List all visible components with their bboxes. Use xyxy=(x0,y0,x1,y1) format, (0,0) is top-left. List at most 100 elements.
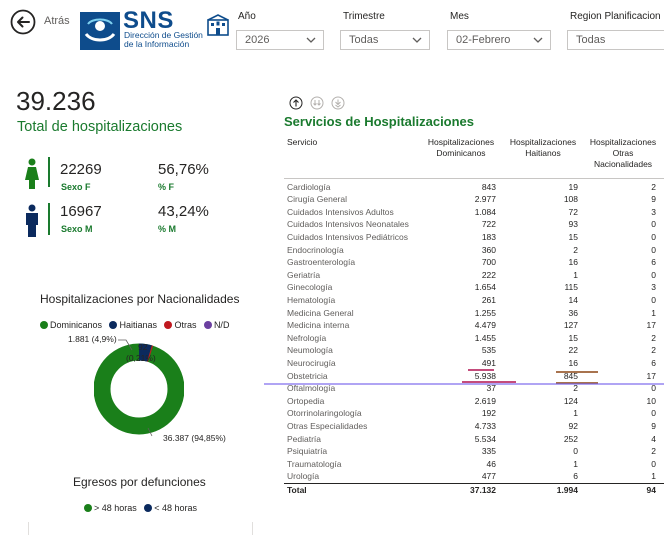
back-arrow-icon[interactable] xyxy=(10,9,36,35)
cell-dominicanos: 37 xyxy=(486,383,496,394)
cell-otras: 9 xyxy=(651,194,656,205)
table-row[interactable]: Medicina interna 4.479 127 17 xyxy=(284,319,664,332)
column-header-otras[interactable]: Hospitalizaciones Otras Nacionalidades xyxy=(589,137,657,169)
table-row[interactable]: Neurocirugía 491 16 6 xyxy=(284,357,664,370)
cell-servicio: Medicina interna xyxy=(287,320,350,331)
table-row[interactable]: Cardiología 843 19 2 xyxy=(284,181,664,194)
cell-servicio: Psiquiatría xyxy=(287,446,328,457)
drill-down-icon[interactable] xyxy=(310,96,324,110)
cell-haitianos: 16 xyxy=(568,257,578,268)
table-row[interactable]: Psiquiatría 335 0 2 xyxy=(284,445,664,458)
table-row[interactable]: Urología 477 6 1 xyxy=(284,470,664,483)
table-row[interactable]: Neumología 535 22 2 xyxy=(284,344,664,357)
cell-dominicanos: 1.455 xyxy=(474,332,496,343)
table-row[interactable]: Cuidados Intensivos Adultos 1.084 72 3 xyxy=(284,206,664,219)
cell-haitianos: 252 xyxy=(563,433,578,444)
chevron-down-icon xyxy=(533,37,543,43)
table-row[interactable]: Ginecología 1.654 115 3 xyxy=(284,281,664,294)
female-percent: 56,76% xyxy=(158,161,209,178)
table-row[interactable]: Ortopedia 2.619 124 10 xyxy=(284,395,664,408)
table-row[interactable]: Nefrología 1.455 15 2 xyxy=(284,332,664,345)
legend-item[interactable]: Haitianas xyxy=(109,320,157,330)
back-label[interactable]: Atrás xyxy=(44,15,70,27)
cell-servicio: Endocrinología xyxy=(287,244,344,255)
table-title: Servicios de Hospitalizaciones xyxy=(284,114,475,129)
cell-servicio: Nefrología xyxy=(287,332,327,343)
cell-otras: 17 xyxy=(646,370,656,381)
cell-servicio: Geriatría xyxy=(287,269,321,280)
cell-servicio: Cuidados Intensivos Pediátricos xyxy=(287,231,408,242)
table-row[interactable]: Pediatría 5.534 252 4 xyxy=(284,433,664,446)
table-row[interactable]: Gastroenterología 700 16 6 xyxy=(284,256,664,269)
total-divider xyxy=(284,483,664,484)
cell-otras: 1 xyxy=(651,471,656,482)
filter-quarter-value: Todas xyxy=(349,34,379,46)
expand-hierarchy-icon[interactable] xyxy=(331,96,345,110)
cell-haitianos: 72 xyxy=(568,206,578,217)
deaths-chart-title: Egresos por defunciones xyxy=(73,475,206,489)
cell-dominicanos: 46 xyxy=(486,458,496,469)
table-row[interactable]: Otras Especialidades 4.733 92 9 xyxy=(284,420,664,433)
filter-label-quarter: Trimestre xyxy=(343,11,385,22)
legend-item[interactable]: Dominicanos xyxy=(40,320,102,330)
male-icon xyxy=(26,204,38,237)
column-header-haitianos[interactable]: Hospitalizaciones Haitianos xyxy=(509,137,577,158)
table-row[interactable]: Geriatría 222 1 0 xyxy=(284,269,664,282)
cell-servicio: Cuidados Intensivos Adultos xyxy=(287,206,394,217)
legend-item[interactable]: Otras xyxy=(164,320,196,330)
table-row[interactable]: Cuidados Intensivos Neonatales 722 93 0 xyxy=(284,218,664,231)
table-row[interactable]: Cuidados Intensivos Pediátricos 183 15 0 xyxy=(284,231,664,244)
cell-servicio: Cardiología xyxy=(287,181,331,192)
drill-up-icon[interactable] xyxy=(289,96,303,110)
male-percent: 43,24% xyxy=(158,203,209,220)
annotation-marks xyxy=(264,369,664,385)
cell-servicio: Oftalmología xyxy=(287,383,336,394)
female-divider xyxy=(48,157,50,187)
total-hospitalizations-label: Total de hospitalizaciones xyxy=(17,119,183,135)
label-otras-pct: (0,21%) xyxy=(126,353,156,363)
filter-year-select[interactable]: 2026 xyxy=(236,30,324,50)
cell-servicio: Otorrinolaringología xyxy=(287,408,362,419)
filter-region-value: Todas xyxy=(576,34,606,46)
donut-slice-haitianas[interactable] xyxy=(138,343,152,362)
table-row[interactable]: Hematología 261 14 0 xyxy=(284,294,664,307)
cell-servicio: Otras Especialidades xyxy=(287,420,368,431)
label-otras-count: 92 xyxy=(138,342,148,352)
cell-otras: 10 xyxy=(646,395,656,406)
filter-quarter-select[interactable]: Todas xyxy=(340,30,430,50)
table-row[interactable]: Obstetricia 5.938 845 17 xyxy=(284,370,664,383)
cell-servicio: Neurocirugía xyxy=(287,357,336,368)
cell-otras: 0 xyxy=(651,294,656,305)
header-divider xyxy=(284,178,664,179)
table-row[interactable]: Medicina General 1.255 36 1 xyxy=(284,307,664,320)
cell-dominicanos: 1.255 xyxy=(474,307,496,318)
table-row[interactable]: Cirugía General 2.977 108 9 xyxy=(284,193,664,206)
cell-dominicanos: 335 xyxy=(481,446,496,457)
hospital-icon xyxy=(207,14,229,36)
table-row[interactable]: Endocrinología 360 2 0 xyxy=(284,244,664,257)
table-row[interactable]: Traumatología 46 1 0 xyxy=(284,458,664,471)
cell-haitianos: 124 xyxy=(563,395,578,406)
total-haitianos: 1.994 xyxy=(556,485,578,495)
column-header-servicio[interactable]: Servicio xyxy=(287,137,318,147)
cell-dominicanos: 360 xyxy=(481,244,496,255)
cell-servicio: Medicina General xyxy=(287,307,354,318)
legend-item[interactable]: < 48 horas xyxy=(144,503,197,513)
male-count-label: Sexo M xyxy=(61,224,93,234)
table-row[interactable]: Otorrinolaringología 192 1 0 xyxy=(284,407,664,420)
cell-haitianos: 16 xyxy=(568,357,578,368)
male-count: 16967 xyxy=(60,203,102,220)
table-row[interactable]: Oftalmología 37 2 0 xyxy=(284,382,664,395)
filter-region-select[interactable]: Todas xyxy=(567,30,664,50)
filter-month-select[interactable]: 02-Febrero xyxy=(447,30,551,50)
column-header-dominicanos[interactable]: Hospitalizaciones Dominicanos xyxy=(427,137,495,158)
nationality-legend: Dominicanos Haitianas Otras N/D xyxy=(40,316,232,334)
legend-item[interactable]: N/D xyxy=(203,320,229,330)
cell-dominicanos: 222 xyxy=(481,269,496,280)
logo-subtitle: Dirección de Gestión de la Información xyxy=(124,30,203,49)
cell-haitianos: 36 xyxy=(568,307,578,318)
legend-item[interactable]: > 48 horas xyxy=(84,503,137,513)
nationality-donut-chart[interactable] xyxy=(94,340,184,435)
cell-servicio: Urología xyxy=(287,471,320,482)
cell-otras: 2 xyxy=(651,332,656,343)
